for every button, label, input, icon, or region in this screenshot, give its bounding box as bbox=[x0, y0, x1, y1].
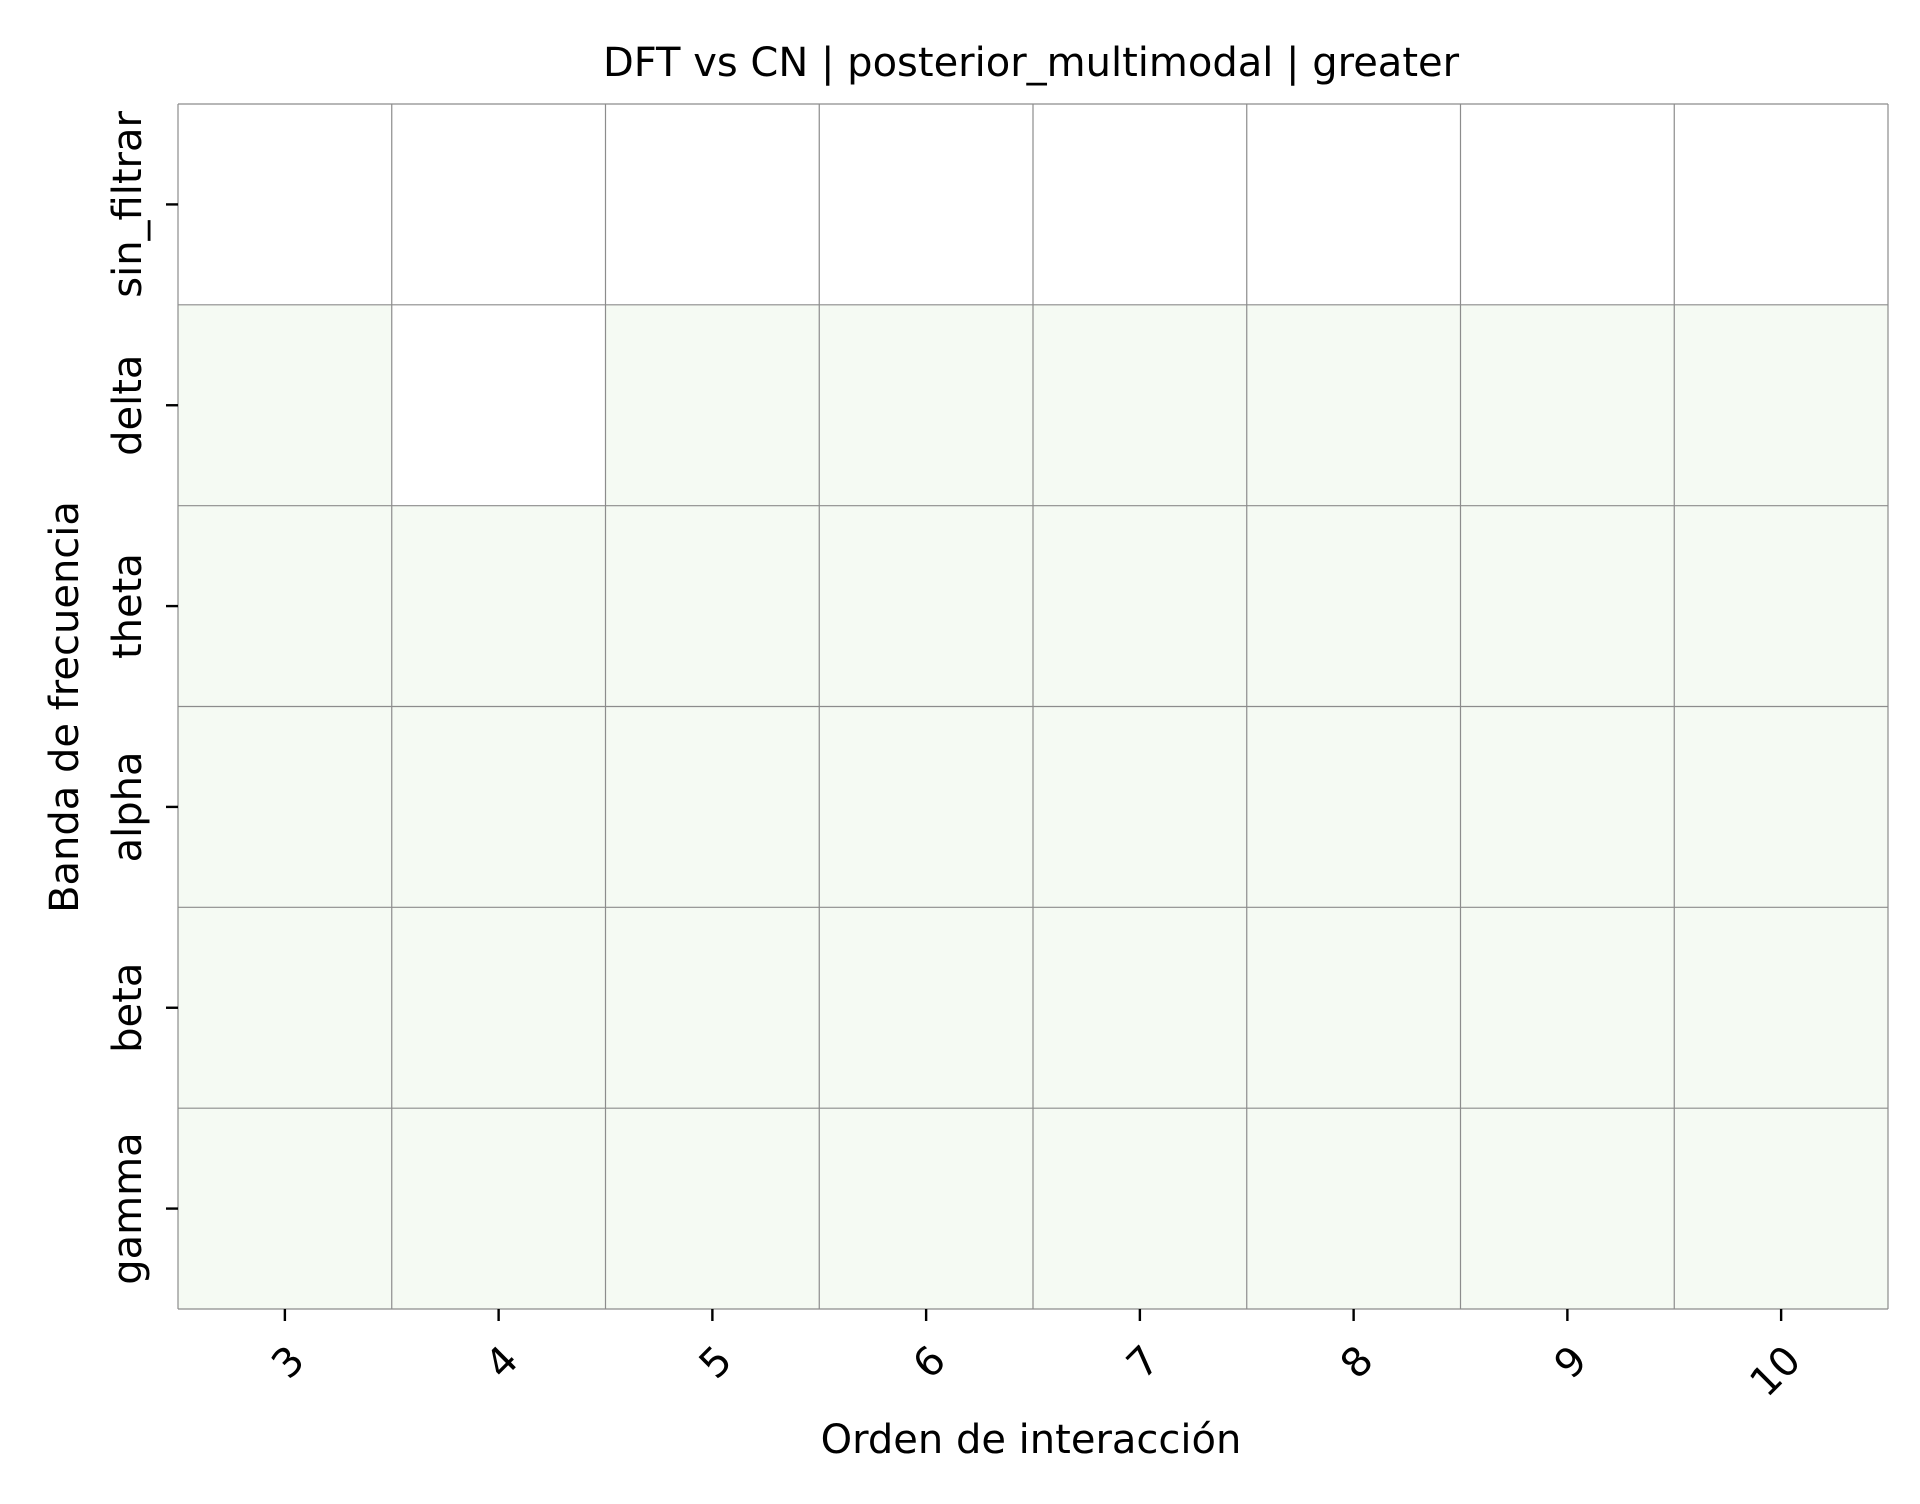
heatmap-cell-theta-8 bbox=[1246, 505, 1461, 707]
x-tick-label: 3 bbox=[263, 1337, 314, 1388]
y-axis-label: Banda de frecuencia bbox=[42, 501, 88, 913]
y-tick-label: delta bbox=[105, 355, 151, 456]
heatmap-cell-theta-3 bbox=[178, 505, 392, 707]
heatmap-cell-gamma-6 bbox=[819, 1108, 1033, 1309]
y-tick-label: alpha bbox=[105, 751, 151, 862]
x-tick-label: 4 bbox=[477, 1337, 528, 1388]
x-tick-label: 6 bbox=[904, 1337, 955, 1388]
heatmap-cell-theta-4 bbox=[391, 505, 606, 707]
heatmap-cell-beta-10 bbox=[1674, 907, 1888, 1109]
heatmap-cell-beta-3 bbox=[178, 907, 392, 1109]
heatmap-cell-sin_filtrar-3 bbox=[178, 104, 392, 305]
heatmap-cell-sin_filtrar-5 bbox=[605, 104, 820, 305]
heatmap-cell-beta-9 bbox=[1460, 907, 1675, 1109]
heatmap-cell-delta-9 bbox=[1460, 304, 1675, 506]
heatmap-cell-gamma-10 bbox=[1674, 1108, 1888, 1309]
heatmap-cell-delta-8 bbox=[1246, 304, 1461, 506]
x-axis-label: Orden de interacción bbox=[821, 1417, 1242, 1463]
x-tick-label: 8 bbox=[1332, 1337, 1383, 1388]
x-tick-label: 7 bbox=[1118, 1337, 1169, 1388]
heatmap-cell-gamma-5 bbox=[605, 1108, 820, 1309]
heatmap-cell-sin_filtrar-4 bbox=[391, 104, 606, 305]
chart-title: DFT vs CN | posterior_multimodal | great… bbox=[603, 40, 1460, 86]
heatmap-cell-gamma-9 bbox=[1460, 1108, 1675, 1309]
heatmap-cell-gamma-8 bbox=[1246, 1108, 1461, 1309]
heatmap-cell-delta-10 bbox=[1674, 304, 1888, 506]
heatmap-cell-alpha-8 bbox=[1246, 706, 1461, 908]
heatmap-cell-delta-4 bbox=[391, 304, 606, 506]
heatmap-cell-sin_filtrar-10 bbox=[1674, 104, 1888, 305]
heatmap-cell-theta-6 bbox=[819, 505, 1033, 707]
heatmap-cell-alpha-5 bbox=[605, 706, 820, 908]
heatmap-cell-delta-5 bbox=[605, 304, 820, 506]
heatmap-cell-alpha-3 bbox=[178, 706, 392, 908]
y-tick-label: beta bbox=[105, 963, 151, 1053]
heatmap-cell-gamma-3 bbox=[178, 1108, 392, 1309]
y-tick-label: theta bbox=[105, 553, 151, 659]
heatmap-cell-beta-7 bbox=[1033, 907, 1247, 1109]
heatmap-cell-delta-6 bbox=[819, 304, 1033, 506]
heatmap-cell-gamma-4 bbox=[391, 1108, 606, 1309]
heatmap-cell-beta-5 bbox=[605, 907, 820, 1109]
heatmap-cell-sin_filtrar-7 bbox=[1033, 104, 1247, 305]
x-tick-label: 5 bbox=[691, 1337, 742, 1388]
heatmap-cell-beta-6 bbox=[819, 907, 1033, 1109]
heatmap-cell-beta-4 bbox=[391, 907, 606, 1109]
heatmap-cell-alpha-4 bbox=[391, 706, 606, 908]
heatmap-gridlines bbox=[177, 103, 1889, 1310]
heatmap-cell-theta-9 bbox=[1460, 505, 1675, 707]
x-axis-ticks: 3 4 5 6 7 8 9 10 bbox=[263, 1309, 1810, 1406]
heatmap-cell-alpha-9 bbox=[1460, 706, 1675, 908]
heatmap-cell-beta-8 bbox=[1246, 907, 1461, 1109]
y-tick-label: sin_filtrar bbox=[105, 111, 151, 298]
heatmap-cell-sin_filtrar-9 bbox=[1460, 104, 1675, 305]
heatmap-cell-alpha-10 bbox=[1674, 706, 1888, 908]
y-tick-label: gamma bbox=[105, 1132, 151, 1284]
heatmap-cell-theta-7 bbox=[1033, 505, 1247, 707]
heatmap-cell-alpha-6 bbox=[819, 706, 1033, 908]
x-tick-label: 9 bbox=[1546, 1337, 1597, 1388]
heatmap-cell-sin_filtrar-6 bbox=[819, 104, 1033, 305]
heatmap-cell-gamma-7 bbox=[1033, 1108, 1247, 1309]
heatmap-cell-theta-5 bbox=[605, 505, 820, 707]
x-tick-label: 10 bbox=[1741, 1337, 1810, 1406]
heatmap-cell-delta-7 bbox=[1033, 304, 1247, 506]
heatmap-cell-theta-10 bbox=[1674, 505, 1888, 707]
heatmap-cell-alpha-7 bbox=[1033, 706, 1247, 908]
heatmap-cell-delta-3 bbox=[178, 304, 392, 506]
heatmap-cell-sin_filtrar-8 bbox=[1246, 104, 1461, 305]
heatmap-cells bbox=[178, 104, 1888, 1309]
